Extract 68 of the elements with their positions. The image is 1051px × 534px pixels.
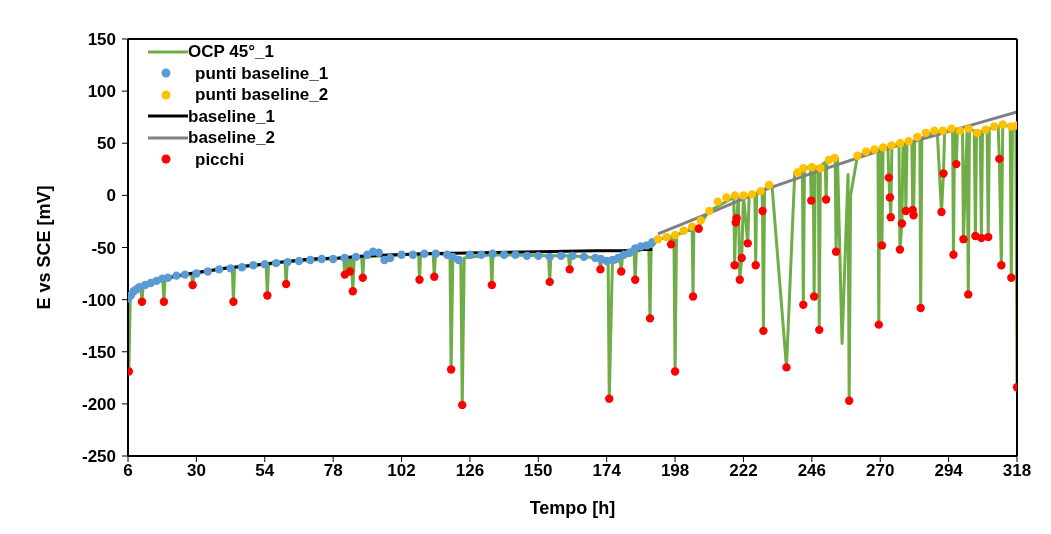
point bbox=[793, 168, 802, 177]
x-tick-label: 246 bbox=[797, 461, 827, 481]
point bbox=[653, 234, 663, 244]
point bbox=[756, 187, 765, 196]
x-tick-label: 150 bbox=[524, 461, 553, 481]
point bbox=[904, 136, 913, 146]
x-tick-label: 78 bbox=[323, 461, 343, 481]
point bbox=[807, 163, 817, 172]
y-tick-label: 100 bbox=[87, 82, 116, 102]
y-tick-label: 0 bbox=[106, 186, 116, 206]
x-tick-label: 198 bbox=[660, 461, 690, 481]
x-tick-label: 54 bbox=[255, 461, 275, 481]
x-tick-label: 318 bbox=[1002, 461, 1032, 481]
y-tick-label: -150 bbox=[81, 342, 116, 362]
point bbox=[722, 193, 731, 202]
legend-label: OCP 45°_1 bbox=[188, 41, 274, 63]
x-tick-label: 222 bbox=[729, 461, 758, 481]
x-tick-label: 126 bbox=[455, 461, 485, 481]
point bbox=[981, 125, 990, 134]
point bbox=[764, 180, 774, 190]
point bbox=[679, 226, 688, 236]
x-tick-label: 30 bbox=[186, 461, 206, 481]
point bbox=[730, 191, 740, 200]
y-tick-label: 150 bbox=[87, 30, 116, 50]
point bbox=[990, 122, 999, 131]
x-tick-label: 270 bbox=[866, 461, 895, 481]
point bbox=[670, 230, 680, 240]
legend-label: punti baseline_1 bbox=[195, 62, 329, 84]
y-tick-label: -50 bbox=[91, 238, 116, 258]
y-tick-label: 50 bbox=[97, 134, 116, 154]
point bbox=[662, 232, 671, 242]
point bbox=[830, 153, 839, 163]
point bbox=[895, 139, 905, 148]
legend-label: baseline_1 bbox=[188, 105, 275, 127]
point bbox=[998, 120, 1007, 129]
legend-label: punti baseline_2 bbox=[195, 84, 329, 106]
point bbox=[921, 128, 931, 138]
point bbox=[938, 126, 948, 135]
point bbox=[913, 132, 922, 142]
point bbox=[964, 124, 973, 133]
x-tick-label: 294 bbox=[934, 461, 964, 481]
point bbox=[713, 197, 723, 206]
y-tick-label: -250 bbox=[81, 447, 116, 467]
point bbox=[930, 126, 939, 135]
point bbox=[861, 147, 871, 156]
x-tick-label: 174 bbox=[592, 461, 622, 481]
point bbox=[705, 206, 714, 216]
x-tick-label: 6 bbox=[123, 461, 133, 481]
y-tick-label: -100 bbox=[81, 290, 116, 310]
point bbox=[696, 216, 705, 225]
y-axis-title: E vs SCE [mV] bbox=[34, 185, 55, 310]
x-tick-label: 102 bbox=[387, 461, 416, 481]
point bbox=[816, 164, 825, 173]
point bbox=[870, 145, 879, 154]
legend-label: baseline_2 bbox=[188, 127, 275, 149]
point bbox=[947, 124, 956, 133]
point bbox=[687, 222, 697, 231]
point bbox=[853, 151, 862, 160]
point bbox=[887, 141, 896, 150]
x-axis-title: Tempo [h] bbox=[529, 498, 616, 518]
point bbox=[799, 164, 808, 173]
y-tick-label: -200 bbox=[81, 394, 116, 414]
point bbox=[739, 191, 748, 200]
legend-label: picchi bbox=[195, 148, 245, 170]
point bbox=[955, 126, 965, 135]
point bbox=[878, 143, 888, 152]
point bbox=[972, 128, 982, 138]
point bbox=[747, 190, 757, 199]
